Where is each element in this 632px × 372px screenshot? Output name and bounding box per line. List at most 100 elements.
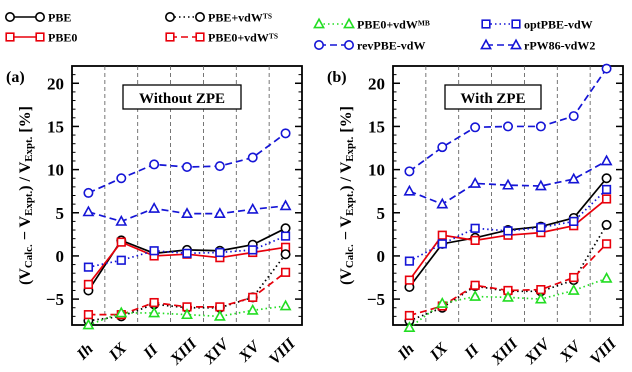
legend-marker-right	[343, 17, 355, 29]
legend-marker-right	[195, 12, 206, 22]
legend-entry-pbe0ts: PBE0+vdWTS	[165, 31, 278, 45]
y-tick-label: 5	[56, 204, 65, 223]
series-revpbe	[83, 128, 291, 198]
y-tick-label: −5	[46, 290, 64, 309]
legend-label: PBE0+vdWTS	[208, 31, 278, 45]
legend-entry-pbe0: PBE0	[5, 31, 77, 45]
data-point	[569, 216, 579, 227]
y-tick-label: 5	[377, 204, 386, 223]
data-point	[213, 309, 226, 321]
data-point	[534, 179, 547, 191]
data-point	[83, 262, 94, 272]
data-point	[82, 318, 95, 330]
data-point	[601, 184, 612, 195]
data-point	[279, 199, 292, 211]
y-axis-label: (VCalc. − VExpt.) / VExpt. [%]	[17, 106, 35, 285]
y-tick-label: 15	[47, 117, 64, 136]
legend-marker-right	[35, 32, 45, 42]
data-point	[502, 121, 513, 132]
y-tick-label: 15	[368, 117, 385, 136]
data-point	[404, 256, 415, 266]
x-tick-label: IX	[426, 340, 451, 365]
data-point	[403, 321, 416, 332]
data-point	[149, 297, 159, 308]
y-tick-label: 0	[56, 247, 65, 266]
data-point	[470, 235, 480, 245]
data-point	[248, 292, 258, 302]
data-point	[437, 239, 447, 249]
data-point	[601, 239, 612, 249]
x-tick-label: XIV	[521, 335, 554, 368]
data-point	[246, 202, 259, 214]
data-point	[116, 255, 126, 265]
data-point	[470, 280, 480, 290]
legend-marker-right	[510, 38, 522, 50]
legend-marker-left	[5, 12, 15, 22]
series-pbe	[83, 223, 291, 296]
y-tick-label: 10	[368, 161, 385, 180]
data-point	[601, 219, 612, 230]
legend-marker-left	[481, 19, 491, 29]
legend-label: PBE	[48, 11, 71, 25]
data-point	[470, 122, 481, 133]
legend-marker-right	[34, 12, 45, 22]
data-point	[248, 245, 258, 255]
data-point	[280, 128, 291, 139]
panel-title: Without ZPE	[139, 91, 225, 107]
x-tick-label: VIII	[266, 335, 299, 368]
data-point	[82, 205, 95, 217]
data-point	[470, 223, 480, 233]
series-rpw86	[403, 154, 613, 209]
x-tick-label: II	[461, 341, 483, 363]
data-point	[536, 285, 546, 295]
legend-marker-right	[511, 19, 521, 29]
x-tick-label: Ih	[394, 340, 417, 363]
data-point	[181, 308, 193, 320]
x-tick-label: II	[140, 341, 162, 363]
x-tick-label: XIII	[488, 335, 522, 369]
legend-entry-pbe: PBE	[5, 11, 71, 25]
legend-marker-left	[5, 32, 15, 42]
data-point	[116, 173, 127, 184]
series-line	[408, 68, 608, 173]
data-point	[404, 275, 415, 285]
data-point	[436, 296, 449, 308]
series-rpw86	[82, 199, 292, 226]
data-point	[567, 284, 580, 295]
data-point	[215, 247, 225, 258]
data-point	[600, 154, 613, 166]
legend-marker-left	[313, 39, 324, 50]
data-point	[115, 306, 128, 318]
series-optpbe	[404, 184, 612, 266]
x-tick-label: Ih	[73, 340, 96, 363]
data-point	[280, 223, 291, 234]
legend: PBE PBE0 PBE+vdWTS PBE0+vdWTS PBE0+vdWMB revP…	[5, 11, 595, 53]
legend-marker-right	[343, 39, 354, 50]
data-point	[403, 184, 416, 196]
x-tick-label: IX	[105, 340, 130, 365]
legend-entry-revpbe: revPBE-vdW	[313, 39, 425, 53]
series-pbe0	[404, 194, 612, 285]
series-pbe0mb	[82, 299, 292, 330]
y-axis-label: (VCalc. − VExpt.) / VExpt. [%]	[338, 106, 356, 285]
legend-entry-pbe0mb: PBE0+vdWMB	[313, 17, 430, 32]
x-tick-label: VIII	[587, 335, 620, 368]
legend-entry-rpw86: rPW86-vdW2	[480, 38, 595, 53]
legend-marker-left	[313, 17, 325, 29]
legend-label: PBE+vdWTS	[208, 11, 272, 25]
data-point	[115, 214, 128, 226]
data-point	[567, 172, 580, 184]
legend-entry-pbets: PBE+vdWTS	[165, 11, 272, 25]
data-point	[247, 152, 258, 163]
data-point	[601, 173, 612, 184]
panel-a: −5 0 5 10 15 20 Ih IX II XIII XIV XV VIII (VCalc. − V…	[6, 65, 303, 369]
data-point	[502, 290, 514, 302]
data-point	[437, 230, 447, 240]
data-point	[83, 279, 94, 290]
y-tick-label: 20	[47, 74, 64, 93]
data-point	[181, 207, 193, 219]
data-point	[215, 302, 225, 312]
data-point	[436, 197, 449, 209]
data-point	[404, 310, 415, 321]
